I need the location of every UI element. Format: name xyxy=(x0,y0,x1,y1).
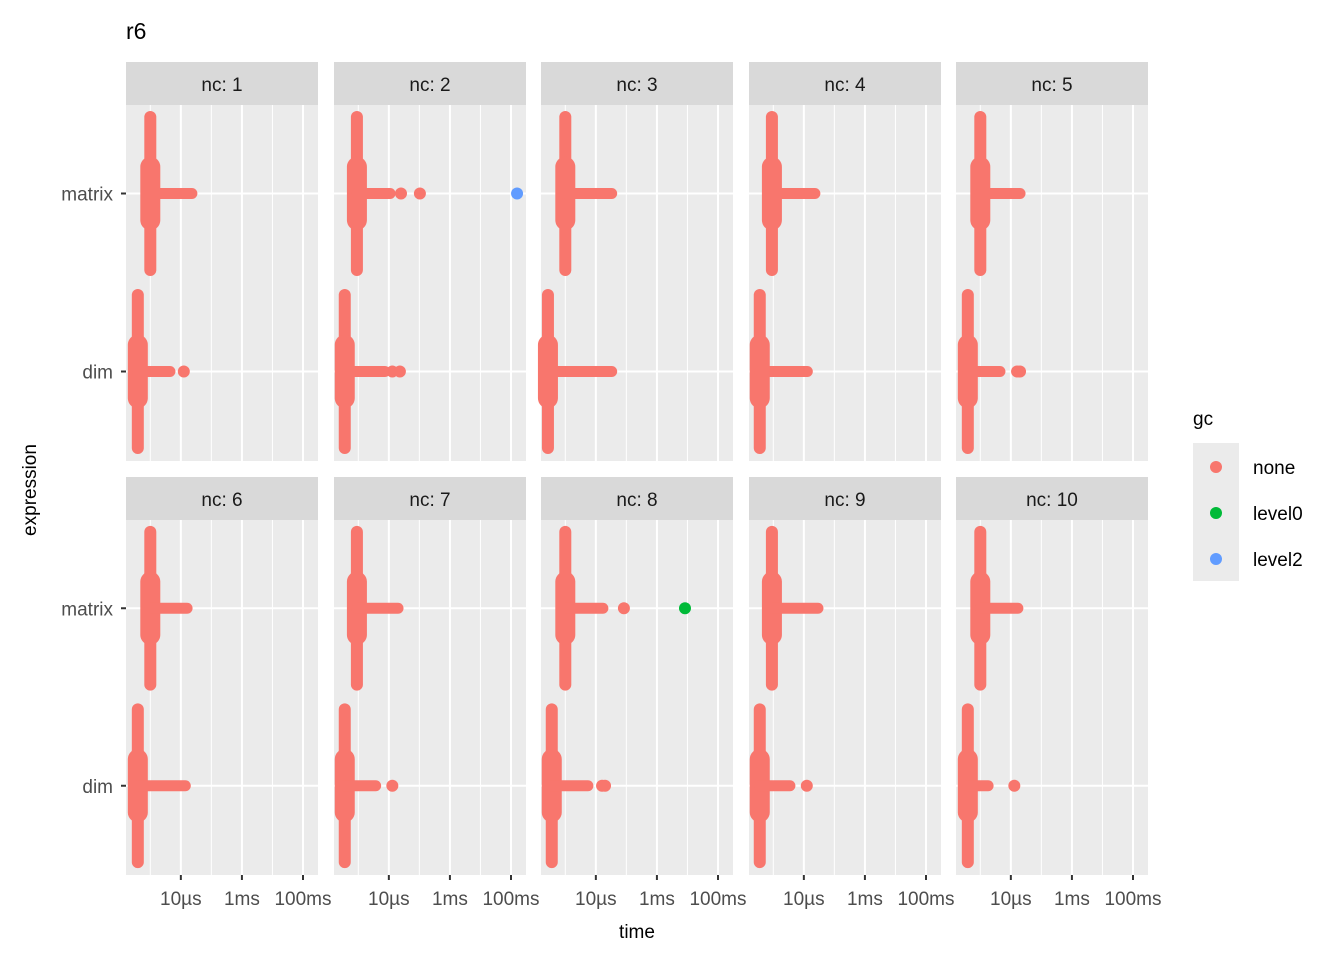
facet-strip xyxy=(541,62,733,105)
x-tick-label: 10µs xyxy=(783,889,825,910)
facet-panel-nc-2: nc: 2 xyxy=(334,62,526,461)
facet-panel-nc-1: nc: 1 matrix dim xyxy=(61,62,318,461)
point-gc-level2 xyxy=(511,187,524,200)
facet-strip xyxy=(126,477,318,520)
facet-strip-label: nc: 10 xyxy=(1026,490,1078,511)
facet-panel-nc-6: nc: 6 matrix dim 10µs 1ms 100ms xyxy=(61,477,332,910)
legend-key-none xyxy=(1210,461,1222,473)
point-dim-outlier xyxy=(1014,365,1027,378)
facet-panel-nc-8: nc: 8 10µs 1ms 100ms xyxy=(541,477,747,910)
x-axis-title: time xyxy=(619,922,655,943)
point-dim-outlier xyxy=(800,779,813,792)
point-dim-outlier xyxy=(393,365,406,378)
y-tick-label-matrix: matrix xyxy=(61,185,113,206)
facet-panel-nc-9: nc: 9 10µs 1ms 100ms xyxy=(749,477,955,910)
x-tick-label: 10µs xyxy=(990,889,1032,910)
x-tick-label: 1ms xyxy=(224,889,260,910)
facet-panel-nc-7: nc: 7 10µs 1ms 100ms xyxy=(334,477,540,910)
facet-strip-label: nc: 4 xyxy=(824,75,866,96)
facet-strip-label: nc: 1 xyxy=(201,75,242,96)
facet-strip xyxy=(956,62,1148,105)
facet-strip-label: nc: 5 xyxy=(1031,75,1072,96)
legend-label: level0 xyxy=(1253,504,1303,525)
legend-label: none xyxy=(1253,458,1295,479)
facet-strip xyxy=(334,62,526,105)
facet-strip-label: nc: 3 xyxy=(616,75,657,96)
x-tick-label: 1ms xyxy=(847,889,883,910)
facet-panels: nc: 1 matrix dim nc: 2 nc: 3 nc: 4 nc: 5 nc: 6 m… xyxy=(61,62,1162,910)
facet-strip xyxy=(126,62,318,105)
facet-strip xyxy=(541,477,733,520)
facet-strip-label: nc: 8 xyxy=(616,490,657,511)
facet-strip-label: nc: 6 xyxy=(201,490,242,511)
point-matrix-outlier xyxy=(394,187,407,200)
point-dim-outlier xyxy=(386,779,399,792)
legend: gc none level0 level2 xyxy=(1193,409,1303,581)
facet-strip xyxy=(334,477,526,520)
y-tick-label-dim: dim xyxy=(82,777,113,798)
chart-title: r6 xyxy=(126,18,146,44)
facet-strip xyxy=(956,477,1148,520)
point-dim-outlier xyxy=(1008,779,1021,792)
x-tick-label: 100ms xyxy=(482,889,539,910)
facet-strip xyxy=(749,62,941,105)
y-axis-title: expression xyxy=(20,444,41,536)
x-tick-label: 1ms xyxy=(432,889,468,910)
facet-strip-label: nc: 7 xyxy=(409,490,450,511)
legend-label: level2 xyxy=(1253,550,1303,571)
y-tick-label-dim: dim xyxy=(82,363,113,384)
x-tick-label: 10µs xyxy=(368,889,410,910)
point-dim-outlier xyxy=(599,779,612,792)
point-matrix-outlier xyxy=(617,602,630,615)
facet-panel-nc-4: nc: 4 xyxy=(749,62,941,461)
facet-strip-label: nc: 2 xyxy=(409,75,450,96)
x-tick-label: 1ms xyxy=(639,889,675,910)
facet-panel-nc-10: nc: 10 10µs 1ms 100ms xyxy=(956,477,1162,910)
x-tick-label: 10µs xyxy=(160,889,202,910)
x-tick-label: 1ms xyxy=(1054,889,1090,910)
x-tick-label: 100ms xyxy=(689,889,746,910)
y-tick-label-matrix: matrix xyxy=(61,599,113,620)
facet-panel-nc-5: nc: 5 xyxy=(956,62,1148,461)
facet-strip-label: nc: 9 xyxy=(824,490,865,511)
legend-key-level0 xyxy=(1210,507,1222,519)
legend-key-level2 xyxy=(1210,553,1222,565)
x-tick-label: 100ms xyxy=(897,889,954,910)
legend-title: gc xyxy=(1193,409,1213,430)
facet-strip xyxy=(749,477,941,520)
point-gc-level0 xyxy=(678,602,691,615)
facet-panel-nc-3: nc: 3 xyxy=(537,62,733,461)
point-matrix-outlier xyxy=(413,187,426,200)
x-tick-label: 10µs xyxy=(575,889,617,910)
point-dim-outlier xyxy=(177,365,190,378)
x-tick-label: 100ms xyxy=(274,889,331,910)
x-tick-label: 100ms xyxy=(1104,889,1161,910)
